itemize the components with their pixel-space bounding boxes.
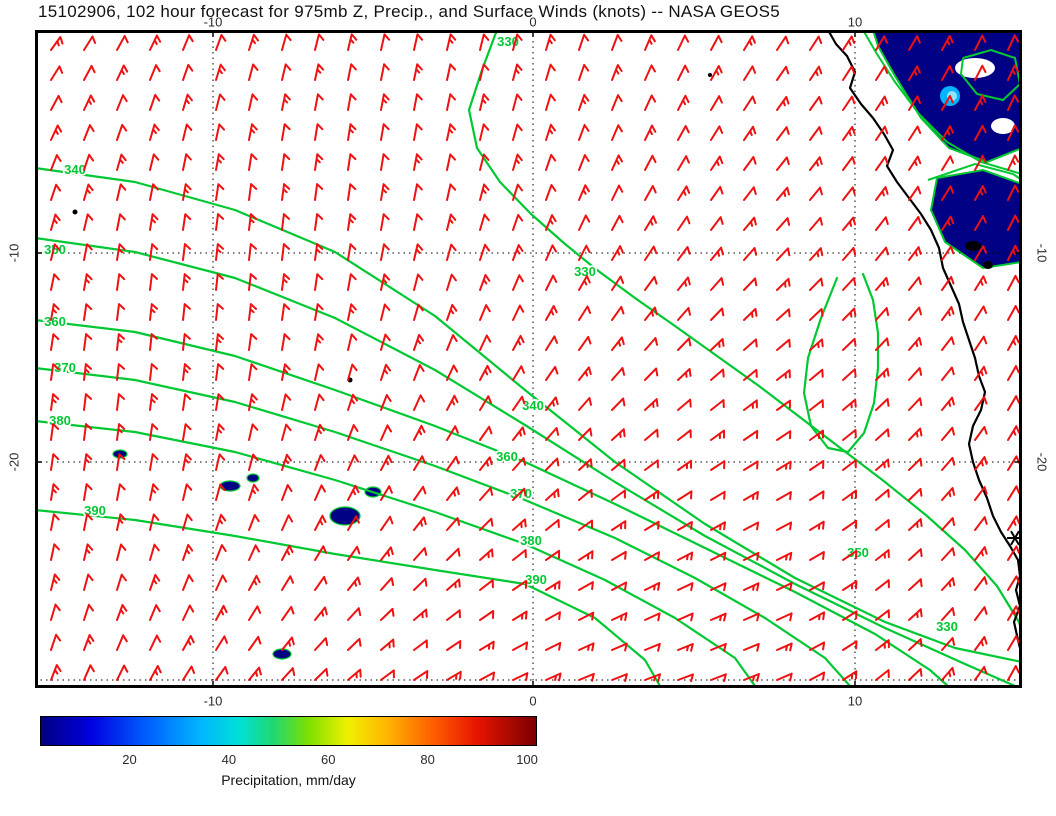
x-axis-tick-bottom: 0 bbox=[529, 693, 537, 709]
height-contour-layer: 3303303303403403503503603603703703803803… bbox=[35, 30, 1022, 688]
map-frame-layer bbox=[35, 30, 1022, 688]
contour-label: 380 bbox=[520, 533, 542, 548]
map-canvas: 3303303303403403503503603603703703803803… bbox=[35, 30, 1022, 688]
x-axis-tick-top: -10 bbox=[203, 14, 223, 30]
contour-label: 390 bbox=[525, 572, 547, 587]
contour-label: 330 bbox=[574, 264, 596, 279]
x-axis-tick-bottom: -10 bbox=[203, 693, 223, 709]
y-axis-tick-left: -10 bbox=[6, 243, 22, 263]
colorbar-tick-label: 80 bbox=[420, 752, 435, 767]
contour-label: 340 bbox=[522, 398, 544, 413]
y-axis-tick-right: -10 bbox=[1034, 243, 1050, 263]
coastline-layer bbox=[72, 30, 1022, 657]
wind-barb-layer bbox=[50, 33, 1021, 683]
colorbar-tick-label: 20 bbox=[122, 752, 137, 767]
contour-label: 360 bbox=[496, 449, 518, 464]
x-axis-tick-bottom: 10 bbox=[847, 693, 863, 709]
colorbar-title: Precipitation, mm/day bbox=[221, 772, 356, 788]
x-axis-tick-top: 10 bbox=[847, 14, 863, 30]
contour-label: 330 bbox=[936, 619, 958, 634]
contour-label: 340 bbox=[64, 162, 86, 177]
y-axis-tick-right: -20 bbox=[1034, 452, 1050, 472]
colorbar-tick-label: 100 bbox=[516, 752, 538, 767]
y-axis-tick-left: -20 bbox=[6, 452, 22, 472]
contour-label: 350 bbox=[847, 545, 869, 560]
contour-label: 350 bbox=[44, 242, 66, 257]
colorbar-tick-label: 40 bbox=[221, 752, 237, 767]
figure-title: 15102906, 102 hour forecast for 975mb Z,… bbox=[38, 2, 780, 21]
x-axis-tick-top: 0 bbox=[529, 14, 537, 30]
colorbar-tick-label: 60 bbox=[321, 752, 336, 767]
colorbar-gradient bbox=[40, 716, 537, 746]
contour-label: 360 bbox=[44, 314, 66, 329]
contour-label: 370 bbox=[54, 360, 76, 375]
